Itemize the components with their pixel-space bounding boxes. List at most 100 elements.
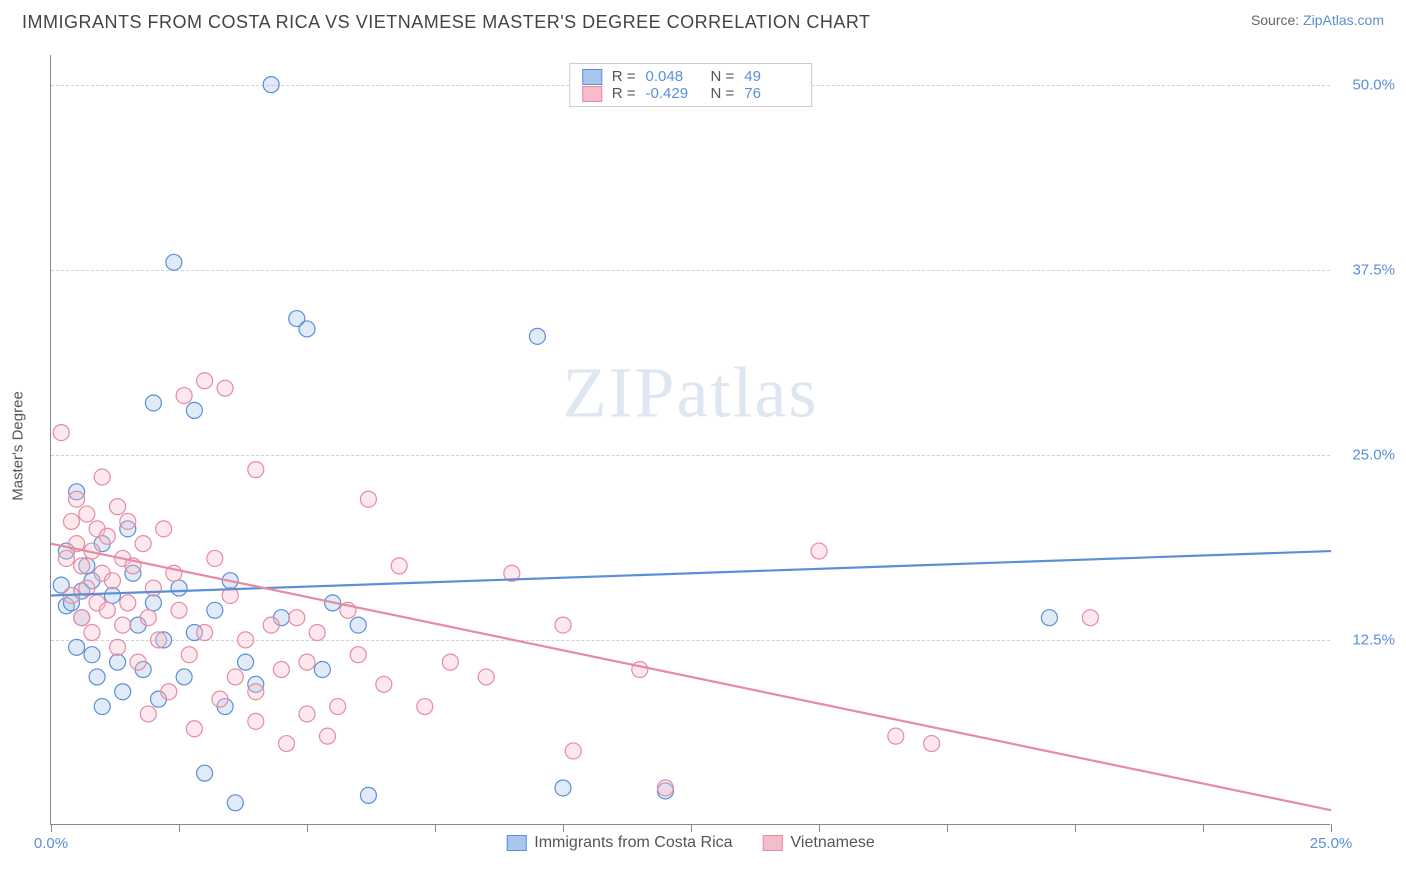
data-point	[360, 787, 376, 803]
data-point	[69, 491, 85, 507]
xtick	[435, 824, 436, 832]
data-point	[110, 654, 126, 670]
data-point	[186, 721, 202, 737]
data-point	[657, 780, 673, 796]
xtick	[1075, 824, 1076, 832]
data-point	[314, 662, 330, 678]
data-point	[632, 662, 648, 678]
data-point	[309, 625, 325, 641]
data-point	[207, 550, 223, 566]
ytick-label: 50.0%	[1352, 76, 1395, 93]
data-point	[69, 639, 85, 655]
data-point	[84, 647, 100, 663]
swatch-icon	[582, 86, 602, 102]
data-point	[273, 662, 289, 678]
xtick	[947, 824, 948, 832]
plot-svg	[51, 55, 1330, 824]
data-point	[166, 254, 182, 270]
data-point	[58, 550, 74, 566]
data-point	[289, 610, 305, 626]
data-point	[53, 425, 69, 441]
data-point	[176, 388, 192, 404]
swatch-icon	[582, 69, 602, 85]
data-point	[811, 543, 827, 559]
data-point	[120, 595, 136, 611]
data-point	[238, 654, 254, 670]
data-point	[104, 587, 120, 603]
data-point	[186, 402, 202, 418]
data-point	[99, 602, 115, 618]
data-point	[115, 684, 131, 700]
xtick-label: 0.0%	[34, 835, 68, 852]
xtick	[819, 824, 820, 832]
data-point	[140, 706, 156, 722]
data-point	[89, 669, 105, 685]
data-point	[391, 558, 407, 574]
data-point	[555, 617, 571, 633]
data-point	[63, 513, 79, 529]
trend-line	[51, 551, 1331, 595]
data-point	[130, 654, 146, 670]
xtick	[691, 824, 692, 832]
data-point	[330, 699, 346, 715]
data-point	[176, 669, 192, 685]
chart-title: IMMIGRANTS FROM COSTA RICA VS VIETNAMESE…	[22, 12, 871, 33]
legend-series: Immigrants from Costa Rica Vietnamese	[506, 834, 874, 852]
xtick	[51, 824, 52, 832]
data-point	[212, 691, 228, 707]
data-point	[171, 580, 187, 596]
data-point	[360, 491, 376, 507]
data-point	[1082, 610, 1098, 626]
xtick	[179, 824, 180, 832]
xtick	[1331, 824, 1332, 832]
data-point	[74, 610, 90, 626]
data-point	[263, 617, 279, 633]
legend-stats-row-1: R = -0.429 N = 76	[582, 85, 800, 102]
data-point	[1041, 610, 1057, 626]
data-point	[924, 736, 940, 752]
data-point	[248, 684, 264, 700]
swatch-icon	[763, 835, 783, 851]
data-point	[120, 513, 136, 529]
data-point	[161, 684, 177, 700]
data-point	[565, 743, 581, 759]
ytick-label: 12.5%	[1352, 631, 1395, 648]
source-link[interactable]: ZipAtlas.com	[1303, 12, 1384, 28]
data-point	[145, 580, 161, 596]
y-axis-label: Master's Degree	[10, 391, 27, 501]
data-point	[197, 765, 213, 781]
data-point	[248, 462, 264, 478]
ytick-label: 25.0%	[1352, 446, 1395, 463]
data-point	[197, 373, 213, 389]
legend-item-0: Immigrants from Costa Rica	[506, 834, 732, 852]
data-point	[376, 676, 392, 692]
xtick	[1203, 824, 1204, 832]
data-point	[529, 328, 545, 344]
source-label: Source:	[1251, 12, 1299, 28]
data-point	[99, 528, 115, 544]
data-point	[110, 499, 126, 515]
data-point	[350, 617, 366, 633]
data-point	[555, 780, 571, 796]
data-point	[207, 602, 223, 618]
data-point	[110, 639, 126, 655]
data-point	[140, 610, 156, 626]
data-point	[74, 558, 90, 574]
data-point	[227, 669, 243, 685]
data-point	[171, 602, 187, 618]
data-point	[79, 506, 95, 522]
data-point	[156, 521, 172, 537]
data-point	[888, 728, 904, 744]
data-point	[104, 573, 120, 589]
data-point	[115, 617, 131, 633]
xtick-label: 25.0%	[1310, 835, 1353, 852]
data-point	[279, 736, 295, 752]
data-point	[417, 699, 433, 715]
data-point	[145, 595, 161, 611]
data-point	[151, 632, 167, 648]
source-attribution: Source: ZipAtlas.com	[1251, 12, 1384, 28]
data-point	[248, 713, 264, 729]
data-point	[217, 380, 233, 396]
data-point	[299, 654, 315, 670]
ytick-label: 37.5%	[1352, 261, 1395, 278]
